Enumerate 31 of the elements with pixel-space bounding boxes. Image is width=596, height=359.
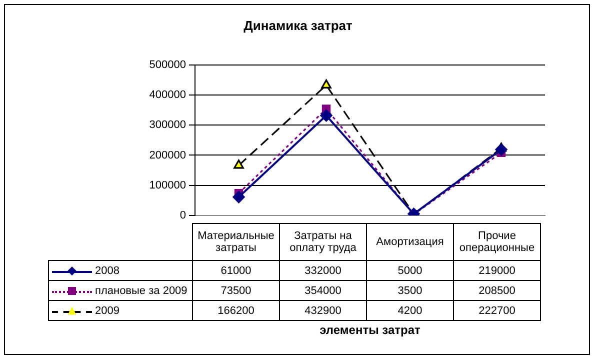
data-label: 5000	[366, 260, 454, 280]
legend-label: 2009	[48, 300, 192, 320]
data-label: 208500	[454, 280, 540, 300]
data-label: 61000	[192, 260, 280, 280]
y-tick-label: 300000	[149, 119, 186, 132]
y-tick-label: 400000	[149, 89, 186, 102]
data-label: 222700	[454, 300, 540, 320]
x-tick-label: Амортизация	[366, 224, 454, 260]
data-label: 73500	[192, 280, 280, 300]
legend-label: 2008	[48, 260, 192, 280]
data-label: 332000	[280, 260, 366, 280]
data-label: 4200	[366, 300, 454, 320]
point	[495, 144, 508, 156]
x-tick-label: Прочие операционные	[454, 224, 540, 260]
data-label: 166200	[192, 300, 280, 320]
x-tick-label: Затраты на оплату труда	[280, 224, 366, 260]
data-label: 354000	[280, 280, 366, 300]
legend-label: плановые за 2009	[48, 280, 192, 300]
x-tick-label: Материальные затраты	[192, 224, 280, 260]
data-label: 432900	[280, 300, 366, 320]
y-tick-label: 500000	[149, 59, 186, 72]
chart-title: Динамика затрат	[242, 18, 354, 33]
point	[320, 110, 332, 122]
point	[232, 191, 245, 204]
data-label: 219000	[454, 260, 540, 280]
text: элементы затрат	[318, 323, 422, 337]
y-tick-label: 0	[180, 209, 186, 222]
y-tick-label: 200000	[149, 149, 186, 162]
y-tick-label: 100000	[149, 179, 186, 192]
point	[234, 160, 244, 169]
data-label: 3500	[366, 280, 454, 300]
